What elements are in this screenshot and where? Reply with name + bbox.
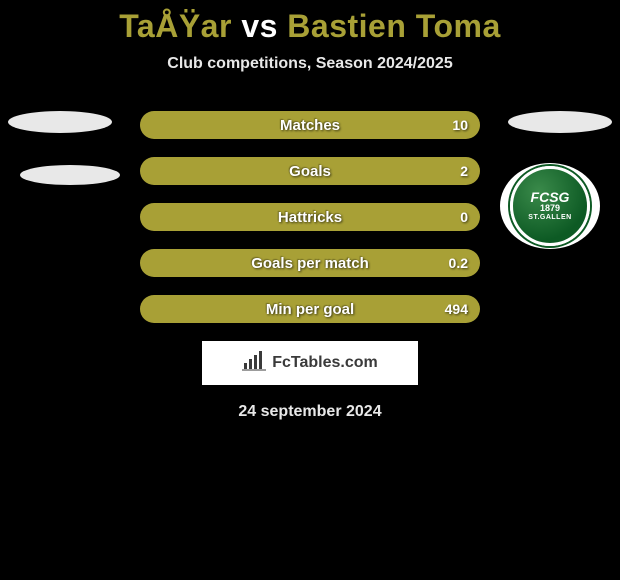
vs-separator: vs (241, 8, 278, 44)
stat-value: 2 (460, 163, 468, 179)
stats-bars: Matches 10 Goals 2 Hattricks 0 Goals per… (140, 111, 480, 323)
player2-name: Bastien Toma (287, 8, 500, 44)
header: TaÅŸar vs Bastien Toma Club competitions… (0, 0, 620, 73)
player1-avatar-placeholder-1 (8, 111, 112, 133)
footer: FcTables.com 24 september 2024 (0, 341, 620, 421)
bar-chart-icon (242, 351, 266, 376)
site-logo-text: FcTables.com (272, 354, 378, 372)
player1-name: TaÅŸar (119, 8, 232, 44)
site-logo[interactable]: FcTables.com (202, 341, 418, 385)
date-label: 24 september 2024 (0, 403, 620, 421)
stat-value: 494 (445, 301, 468, 317)
stat-value: 0.2 (449, 255, 468, 271)
stat-bar-goals: Goals 2 (140, 157, 480, 185)
stat-bar-min-per-goal: Min per goal 494 (140, 295, 480, 323)
club-year: 1879 (540, 204, 560, 213)
club-badge-inner: FCSG 1879 ST.GALLEN (510, 166, 590, 246)
stat-label: Hattricks (278, 209, 342, 226)
stat-label: Matches (280, 117, 340, 134)
club-acronym: FCSG (531, 190, 570, 204)
stat-bar-hattricks: Hattricks 0 (140, 203, 480, 231)
stat-label: Min per goal (266, 301, 354, 318)
club-city: ST.GALLEN (528, 213, 571, 223)
subtitle: Club competitions, Season 2024/2025 (0, 55, 620, 73)
stat-label: Goals per match (251, 255, 369, 272)
page-title: TaÅŸar vs Bastien Toma (0, 8, 620, 45)
main-content: FCSG 1879 ST.GALLEN Matches 10 Goals 2 H… (0, 111, 620, 323)
stat-label: Goals (289, 163, 331, 180)
stat-bar-matches: Matches 10 (140, 111, 480, 139)
player2-avatar-placeholder-1 (508, 111, 612, 133)
stat-value: 10 (452, 117, 468, 133)
stat-value: 0 (460, 209, 468, 225)
player1-avatar-placeholder-2 (20, 165, 120, 185)
stat-bar-goals-per-match: Goals per match 0.2 (140, 249, 480, 277)
club-badge: FCSG 1879 ST.GALLEN (500, 163, 600, 249)
